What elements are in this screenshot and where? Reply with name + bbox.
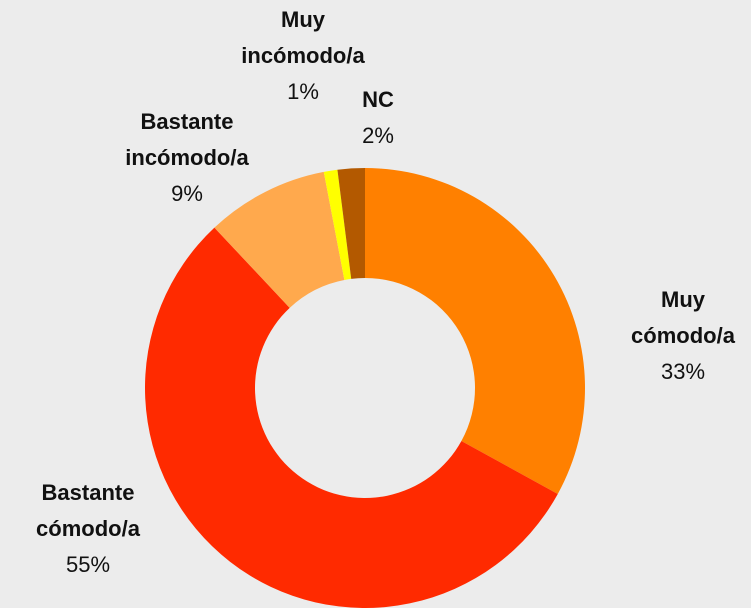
value-label: 33%	[660, 359, 706, 384]
category-name: Muy cómodo/a	[631, 287, 735, 348]
value-label: 2%	[362, 123, 394, 148]
slice-label: Bastante cómodo/a 55%	[23, 475, 153, 583]
category-name: Bastante incómodo/a	[125, 109, 249, 170]
donut-segment	[365, 168, 585, 494]
category-name: Bastante cómodo/a	[36, 480, 140, 541]
category-name: NC	[362, 87, 394, 112]
value-label: 55%	[65, 552, 111, 577]
category-name: Muy incómodo/a	[241, 7, 365, 68]
donut-segment	[323, 169, 352, 280]
donut-segment	[214, 171, 345, 308]
slice-label: Muy incómodo/a 1%	[238, 2, 368, 110]
slice-label: NC 2%	[313, 82, 443, 154]
value-label: 9%	[171, 181, 203, 206]
value-label: 1%	[287, 79, 319, 104]
donut-segment	[145, 227, 558, 608]
slice-label: Bastante incómodo/a 9%	[122, 104, 252, 212]
slice-label: Muy cómodo/a 33%	[618, 282, 748, 390]
donut-segment	[337, 168, 365, 279]
